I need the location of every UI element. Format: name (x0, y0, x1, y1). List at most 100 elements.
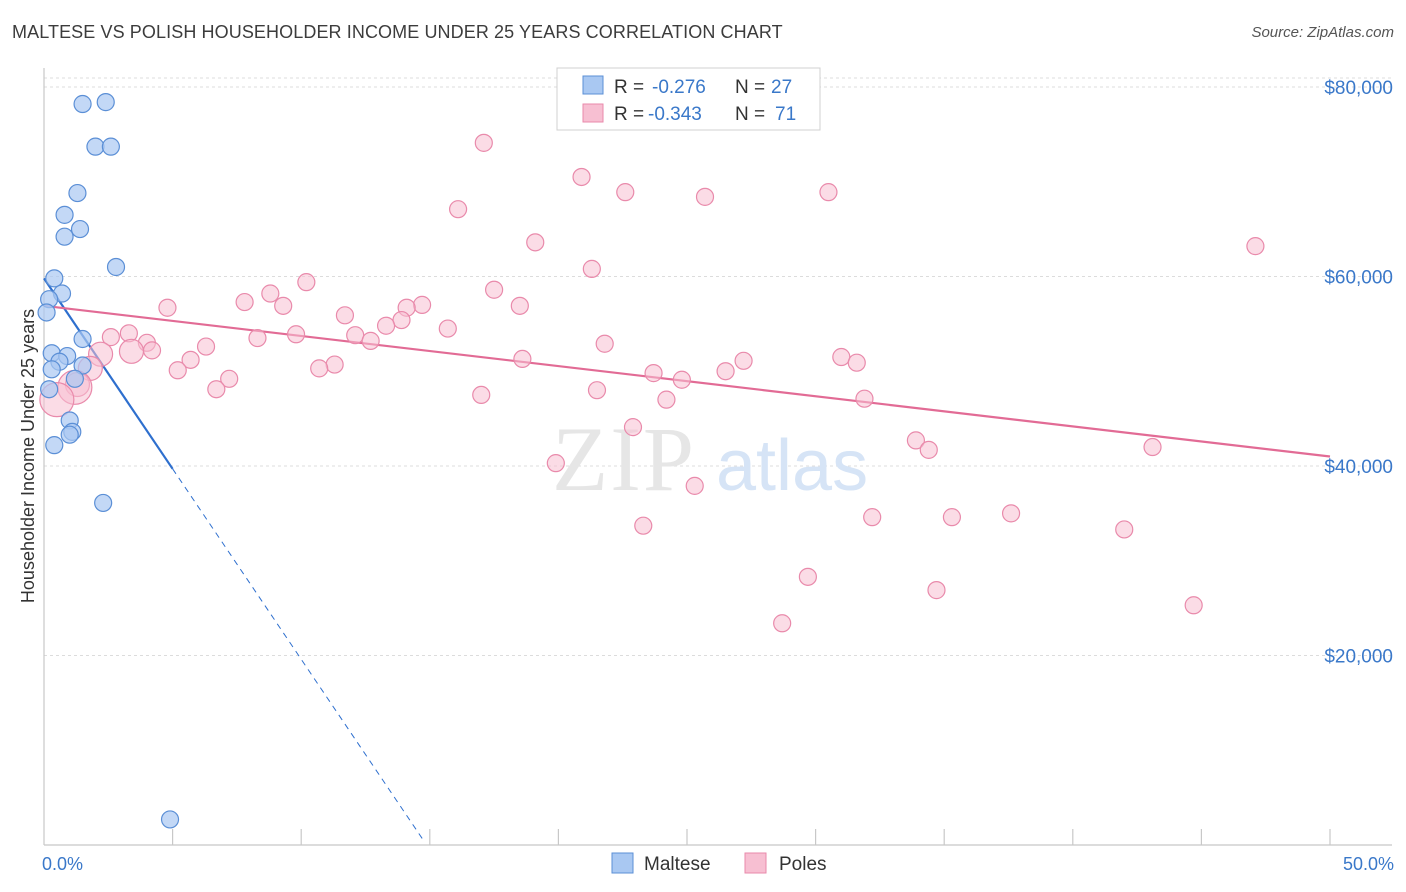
maltese-point (55, 205, 74, 224)
maltese-point (45, 269, 64, 288)
poles-point (863, 508, 882, 527)
x-ticks (172, 829, 1331, 845)
poles-point (335, 306, 355, 325)
maltese-trend-line (43, 277, 174, 470)
poles-point (526, 233, 545, 252)
maltese-point (45, 436, 64, 455)
y-axis-label: Householder Income Under 25 years (18, 309, 38, 603)
poles-r-label: R = (614, 104, 644, 125)
poles-r-value: -0.343 (648, 104, 702, 125)
maltese-trend-extension (172, 468, 426, 843)
maltese-point (70, 219, 90, 239)
stats-legend: R = -0.276 N = 27 R = -0.343 N = 71 (556, 67, 821, 131)
maltese-r-value: -0.276 (652, 77, 706, 98)
poles-point (207, 380, 226, 399)
poles-point (1246, 237, 1265, 256)
poles-point (261, 284, 280, 303)
maltese-point (73, 94, 92, 114)
poles-point (158, 298, 177, 317)
poles-point (181, 350, 200, 369)
poles-point (1001, 504, 1021, 523)
poles-point (819, 183, 838, 202)
maltese-swatch (582, 75, 604, 95)
poles-point (297, 273, 316, 292)
poles-point (546, 454, 565, 473)
poles-point (438, 319, 457, 338)
poles-point (657, 390, 676, 409)
y-tick-label: $40,000 (1324, 457, 1393, 478)
poles-point (906, 431, 926, 450)
legend-poles-swatch (744, 852, 767, 874)
legend-maltese-swatch (611, 852, 634, 874)
poles-point (695, 187, 715, 206)
poles-point (773, 614, 792, 633)
watermark-atlas: atlas (716, 426, 868, 506)
poles-n-value: 71 (775, 104, 796, 125)
poles-point (685, 476, 704, 495)
poles-point (448, 200, 468, 219)
legend-maltese-label: Maltese (644, 854, 711, 875)
points-maltese (37, 93, 180, 829)
poles-point (235, 292, 254, 312)
maltese-point (96, 93, 115, 112)
maltese-point (86, 137, 105, 156)
poles-point (942, 508, 962, 527)
maltese-point (106, 257, 126, 277)
poles-point (623, 418, 643, 437)
watermark-zip: ZIP (552, 408, 696, 510)
poles-point (142, 341, 162, 360)
poles-point (587, 381, 607, 400)
poles-point (919, 440, 938, 459)
trend-lines (43, 277, 1331, 843)
maltese-point (160, 810, 180, 829)
poles-point (798, 567, 817, 586)
maltese-point (73, 329, 92, 349)
poles-point (832, 347, 851, 367)
y-tick-label: $60,000 (1324, 267, 1393, 288)
poles-point (274, 296, 293, 315)
watermark: ZIP atlas (552, 408, 868, 510)
poles-point (101, 328, 120, 347)
poles-point (582, 259, 601, 278)
poles-point (286, 325, 306, 344)
maltese-n-label: N = (735, 77, 765, 98)
legend-poles-label: Poles (779, 854, 827, 875)
poles-point (1115, 520, 1134, 539)
poles-point (616, 183, 635, 202)
poles-point (510, 296, 529, 315)
maltese-point (37, 303, 56, 322)
poles-point (855, 389, 874, 408)
poles-point (168, 361, 187, 380)
poles-point (325, 355, 344, 374)
poles-point (1143, 437, 1162, 457)
poles-point (412, 295, 432, 314)
y-tick-label: $80,000 (1324, 78, 1393, 99)
maltese-point (101, 137, 120, 156)
poles-swatch (582, 103, 604, 123)
poles-point (220, 369, 239, 388)
x-tick-label-min: 0.0% (42, 854, 83, 874)
maltese-r-label: R = (614, 77, 644, 98)
poles-point (927, 581, 946, 600)
poles-point (361, 331, 380, 350)
poles-point (376, 316, 396, 335)
maltese-point (42, 360, 61, 379)
poles-point (634, 516, 653, 535)
poles-point (118, 338, 145, 364)
maltese-point (40, 380, 59, 399)
points-poles (39, 133, 1265, 633)
maltese-n-value: 27 (771, 77, 792, 98)
chart-title: MALTESE VS POLISH HOUSEHOLDER INCOME UND… (12, 22, 783, 42)
maltese-point (55, 227, 74, 246)
poles-point (847, 353, 866, 372)
axes (43, 68, 1392, 846)
series-legend: Maltese Poles (611, 852, 827, 875)
source-credit: Source: ZipAtlas.com (1251, 24, 1394, 41)
poles-point (1184, 596, 1203, 615)
maltese-point (68, 183, 87, 203)
poles-point (572, 167, 591, 187)
poles-point (716, 362, 735, 381)
poles-point (485, 280, 504, 299)
x-tick-label-max: 50.0% (1343, 854, 1394, 874)
